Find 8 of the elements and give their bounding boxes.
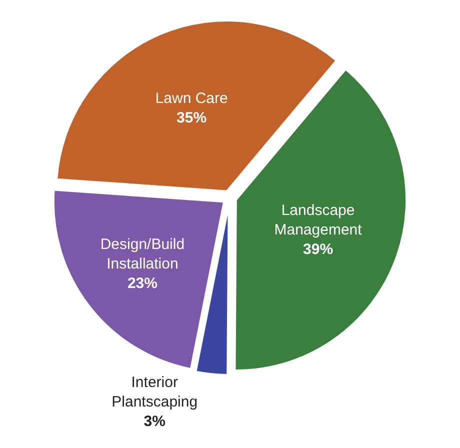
data-label: 39% xyxy=(303,241,334,258)
data-label: 23% xyxy=(127,275,158,292)
data-label: 35% xyxy=(176,109,207,126)
slice-label: Landscape Management xyxy=(274,202,363,239)
slice-label: Design/Build Installation xyxy=(100,236,185,273)
slice-label: Lawn Care xyxy=(155,90,228,107)
slice-label: Interior Plantscaping xyxy=(112,374,198,410)
data-label: 3% xyxy=(144,412,166,430)
